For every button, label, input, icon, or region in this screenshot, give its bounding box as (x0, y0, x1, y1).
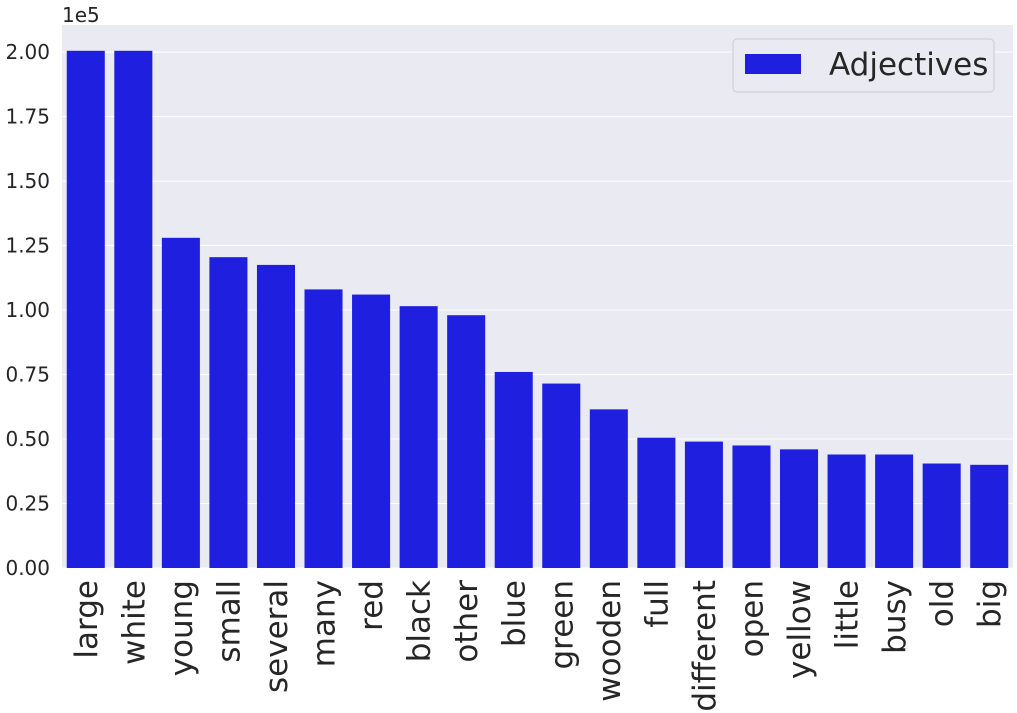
y-tick-label: 1.50 (5, 169, 50, 193)
x-tick-label-large: large (69, 580, 105, 659)
bar-full (637, 437, 676, 568)
x-tick-label-open: open (734, 580, 770, 657)
legend: Adjectives (732, 38, 995, 93)
bar-little (827, 454, 866, 568)
x-tick-label-busy: busy (877, 580, 913, 654)
bar-red (352, 294, 391, 568)
y-tick-label: 1.00 (5, 298, 50, 322)
bar-other (447, 315, 486, 568)
y-tick-label: 1.75 (5, 105, 50, 129)
bar-wooden (589, 409, 628, 568)
y-tick-label: 1.25 (5, 234, 50, 258)
bar-large (66, 50, 105, 569)
x-tick-label-little: little (830, 580, 866, 649)
x-tick-label-yellow: yellow (782, 580, 818, 679)
y-tick-label: 0.00 (5, 556, 50, 580)
x-tick-label-old: old (925, 580, 961, 627)
y-tick-label: 2.00 (5, 40, 50, 64)
y-scale-label: 1e5 (62, 3, 100, 27)
bars (66, 50, 1009, 569)
bar-many (304, 289, 343, 568)
legend-swatch (745, 54, 801, 74)
x-tick-label-several: several (259, 580, 295, 693)
bar-black (399, 306, 438, 568)
y-tick-label: 0.75 (5, 363, 50, 387)
bar-open (732, 445, 771, 568)
bar-green (542, 383, 581, 568)
bar-white (114, 50, 153, 569)
x-tick-label-white: white (116, 580, 152, 665)
x-tick-label-black: black (402, 580, 438, 662)
y-tick-label: 0.25 (5, 492, 50, 516)
bar-young (161, 237, 200, 568)
legend-box (732, 38, 995, 93)
y-axis: 0.00 0.25 0.50 0.75 1.00 1.25 1.50 1.75 2.00 (5, 40, 50, 580)
x-tick-label-wooden: wooden (592, 580, 628, 702)
x-tick-label-young: young (164, 580, 200, 676)
bar-small (209, 257, 248, 568)
plot-area (62, 25, 1013, 568)
x-tick-label-small: small (211, 580, 247, 663)
x-tick-label-red: red (354, 580, 390, 631)
bar-yellow (780, 449, 819, 568)
bar-old (922, 463, 961, 568)
bar-blue (494, 371, 533, 568)
x-tick-label-many: many (307, 580, 343, 667)
x-tick-label-blue: blue (497, 580, 533, 647)
x-tick-label-green: green (544, 580, 580, 670)
x-tick-label-other: other (449, 580, 485, 663)
x-tick-label-big: big (972, 580, 1008, 628)
legend-label: Adjectives (829, 47, 988, 83)
bar-busy (875, 454, 914, 568)
y-tick-label: 0.50 (5, 427, 50, 451)
bar-big (970, 464, 1009, 568)
bar-several (256, 264, 295, 568)
x-tick-label-different: different (687, 580, 723, 712)
bar-different (684, 441, 723, 568)
x-tick-label-full: full (639, 580, 675, 628)
x-axis: large white young small several many red black o… (69, 580, 1008, 712)
